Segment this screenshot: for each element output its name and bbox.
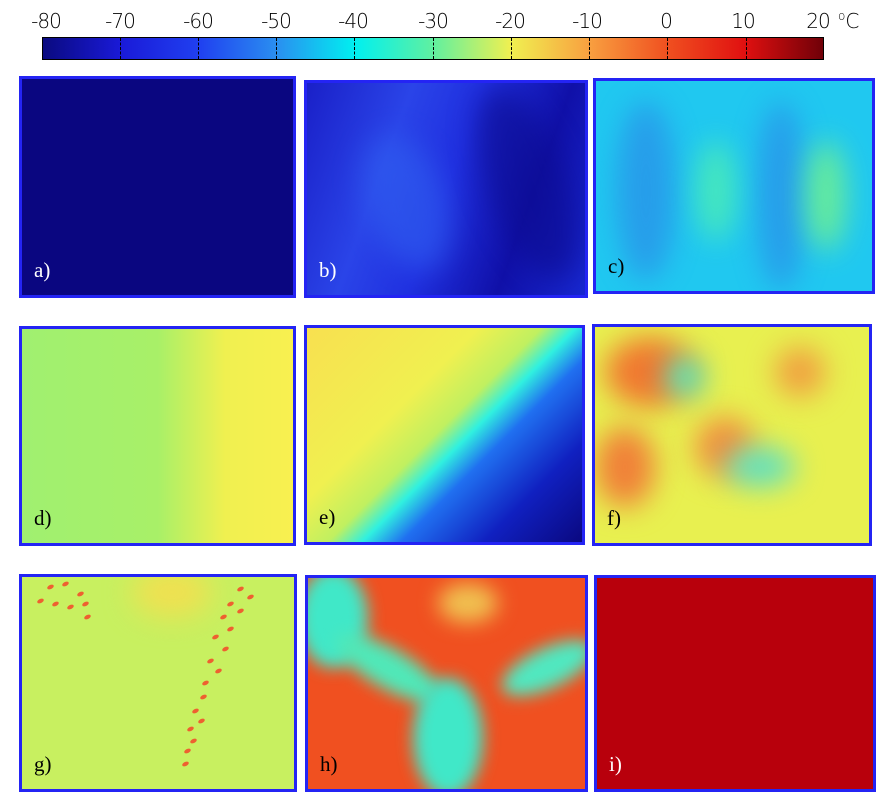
hot-spot [186, 725, 195, 733]
thermal-panel-a: a) [19, 76, 296, 298]
hot-spot [211, 633, 220, 641]
panel-label: d) [34, 506, 52, 530]
hot-spot [61, 580, 70, 588]
warm-region [595, 427, 655, 507]
warm-region [696, 141, 736, 241]
hot-spot [199, 693, 208, 701]
thermal-panel-h: h) [305, 575, 588, 792]
thermal-panel-c: c) [593, 78, 875, 294]
warm-region [132, 577, 212, 617]
colorbar-tick [354, 38, 355, 59]
hot-spot [246, 593, 255, 601]
colorbar-tick-label: -20 [495, 9, 526, 33]
colorbar-tick-label: -60 [183, 9, 214, 33]
colorbar-tick-label: 20 [806, 9, 830, 33]
warm-region [806, 141, 846, 251]
panel-label: a) [34, 258, 51, 282]
hot-spot [201, 679, 210, 687]
hot-spot [219, 613, 228, 621]
hot-spot [236, 585, 245, 593]
colorbar-tick-label: -10 [572, 9, 603, 33]
colorbar-tick [198, 38, 199, 59]
panel-label: b) [319, 258, 337, 282]
colorbar-tick-label: -70 [105, 9, 136, 33]
colorbar-tick-label: 10 [731, 9, 755, 33]
hot-spot [206, 657, 215, 665]
colorbar-tick [511, 38, 512, 59]
hot-spot [226, 625, 235, 633]
hot-spot [236, 607, 245, 615]
cold-region [725, 447, 795, 487]
cold-region [413, 678, 483, 789]
thermal-panel-e: e) [304, 325, 585, 545]
thermal-panel-g: g) [19, 574, 297, 792]
panel-label: g) [34, 752, 52, 776]
colorbar-tick [120, 38, 121, 59]
hot-spot [81, 600, 90, 608]
cold-region [455, 83, 585, 291]
colorbar-tick [746, 38, 747, 59]
thermal-panel-b: b) [304, 80, 588, 298]
hot-spot [183, 747, 192, 755]
hot-spot [36, 597, 45, 605]
cold-region [756, 101, 806, 291]
colorbar-tick-label: -80 [31, 9, 62, 33]
colorbar-tick-label: -40 [338, 9, 369, 33]
hot-spot [66, 603, 75, 611]
panel-label: h) [320, 752, 338, 776]
hot-spot [226, 600, 235, 608]
hot-spot [76, 590, 85, 598]
colorbar-tick [433, 38, 434, 59]
cold-region [616, 101, 676, 281]
colorbar-tick [667, 38, 668, 59]
panel-label: f) [607, 506, 621, 530]
warm-region [438, 583, 498, 623]
colorbar-tick-label: -30 [418, 9, 449, 33]
hot-spot [214, 667, 223, 675]
hot-spot [46, 583, 55, 591]
panel-label: c) [608, 254, 625, 278]
colorbar-tick [589, 38, 590, 59]
thermal-panel-i: i) [594, 575, 876, 792]
colorbar-tick-label: -50 [261, 9, 292, 33]
cold-region [665, 357, 705, 397]
hot-spot [181, 760, 190, 768]
hot-spot [189, 737, 198, 745]
thermal-panel-f: f) [592, 324, 872, 546]
thermal-panel-d: d) [19, 326, 296, 546]
panel-label: e) [319, 505, 336, 529]
hot-spot [221, 645, 230, 653]
warm-region [775, 347, 825, 397]
hot-spot [191, 707, 200, 715]
cold-region [494, 628, 585, 708]
panel-label: i) [609, 752, 622, 776]
colorbar-unit: oC [838, 9, 860, 33]
hot-spot [83, 613, 92, 621]
warm-region [345, 123, 469, 283]
hot-spot [197, 717, 206, 725]
colorbar [42, 37, 824, 60]
hot-spot [51, 600, 60, 608]
colorbar-tick-label: 0 [660, 9, 673, 33]
colorbar-tick [276, 38, 277, 59]
